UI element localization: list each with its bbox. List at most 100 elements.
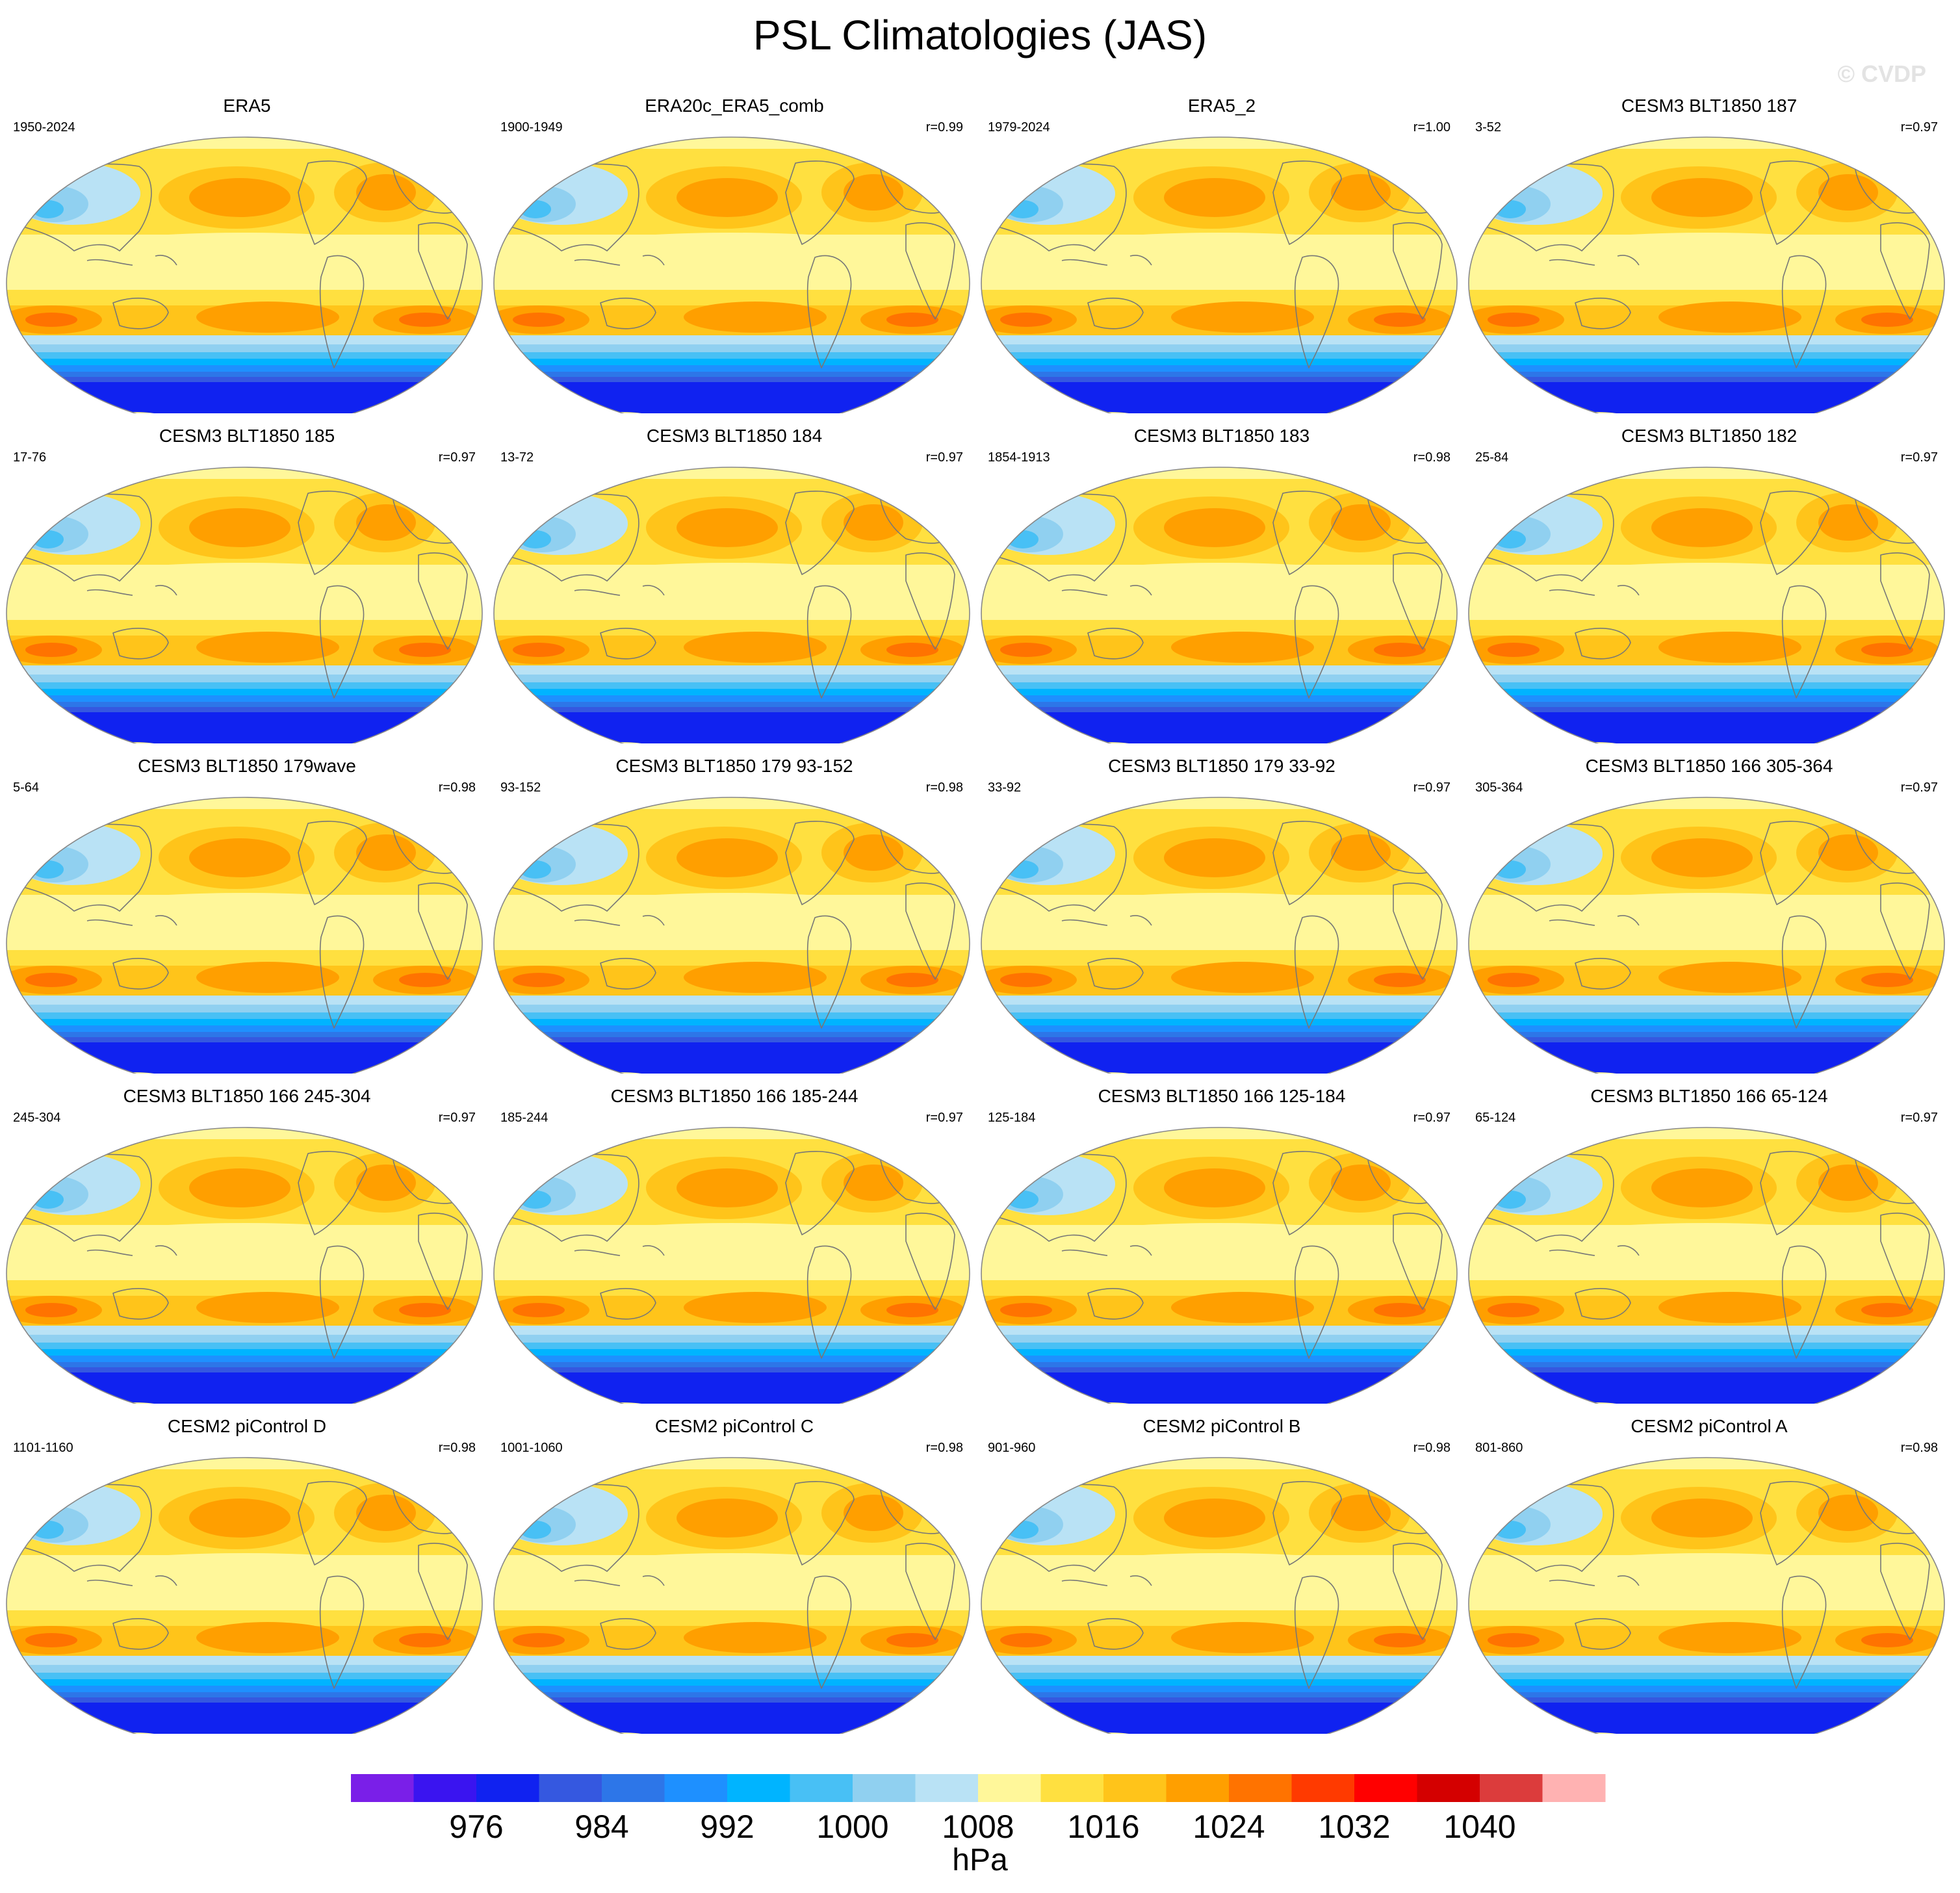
panel-title: ERA5 xyxy=(223,96,271,116)
map-panel: CESM3 BLT1850 184 13-72 r=0.97 xyxy=(490,425,979,743)
panel-years: 17-76 xyxy=(13,450,47,465)
panel-pattern-correlation: r=0.97 xyxy=(1900,450,1938,465)
psl-map xyxy=(1468,136,1945,413)
colorbar-box xyxy=(1229,1774,1292,1802)
map-panel: ERA5_2 1979-2024 r=1.00 xyxy=(977,95,1466,413)
map-panel: CESM3 BLT1850 166 305-364 305-364 r=0.97 xyxy=(1465,755,1954,1074)
panel-pattern-correlation: r=0.97 xyxy=(1413,780,1451,795)
colorbar-box xyxy=(978,1774,1041,1802)
panel-years: 185-244 xyxy=(500,1111,548,1125)
psl-field xyxy=(1469,137,1944,413)
panel-pattern-correlation: r=0.97 xyxy=(925,1111,963,1125)
colorbar-box xyxy=(1417,1774,1480,1802)
panel-pattern-correlation: r=0.99 xyxy=(925,120,963,135)
colorbar-box xyxy=(602,1774,665,1802)
panel-title: CESM3 BLT1850 166 185-244 xyxy=(610,1086,858,1106)
psl-field xyxy=(494,1127,970,1404)
psl-map xyxy=(6,797,483,1074)
panel-pattern-correlation: r=0.97 xyxy=(1900,120,1938,135)
colorbar-box xyxy=(413,1774,477,1802)
panel-years: 245-304 xyxy=(13,1111,61,1125)
colorbar-box xyxy=(664,1774,728,1802)
psl-map xyxy=(1468,467,1945,743)
psl-map xyxy=(981,1457,1458,1734)
colorbar-box xyxy=(1166,1774,1230,1802)
map-panel: CESM3 BLT1850 179 93-152 93-152 r=0.98 xyxy=(490,755,979,1074)
colorbar-box xyxy=(1291,1774,1355,1802)
panel-years: 1101-1160 xyxy=(13,1441,73,1455)
panel-pattern-correlation: r=0.97 xyxy=(1900,780,1938,795)
panel-title: CESM3 BLT1850 179 93-152 xyxy=(615,756,853,776)
map-panel: CESM3 BLT1850 166 185-244 185-244 r=0.97 xyxy=(490,1085,979,1404)
psl-map xyxy=(6,1127,483,1404)
panel-title: CESM2 piControl D xyxy=(167,1416,327,1436)
panel-pattern-correlation: r=0.97 xyxy=(438,1111,476,1125)
colorbar-box xyxy=(1040,1774,1104,1802)
colorbar-tick-label: 1040 xyxy=(1443,1809,1515,1845)
panel-pattern-correlation: r=0.98 xyxy=(925,1441,963,1455)
colorbar-box xyxy=(476,1774,539,1802)
map-panel: CESM3 BLT1850 185 17-76 r=0.97 xyxy=(3,425,491,743)
psl-map xyxy=(493,136,970,413)
panel-years: 25-84 xyxy=(1475,450,1509,465)
panel-years: 33-92 xyxy=(988,780,1022,795)
map-panel: CESM3 BLT1850 179wave 5-64 r=0.98 xyxy=(3,755,491,1074)
panel-years: 13-72 xyxy=(500,450,534,465)
map-panel: CESM3 BLT1850 166 245-304 245-304 r=0.97 xyxy=(3,1085,491,1404)
panel-years: 5-64 xyxy=(13,780,40,795)
panel-title: CESM3 BLT1850 179 33-92 xyxy=(1108,756,1335,776)
panel-pattern-correlation: r=0.98 xyxy=(438,780,476,795)
panel-title: CESM3 BLT1850 179wave xyxy=(138,756,356,776)
psl-map xyxy=(6,136,483,413)
map-panel: CESM2 piControl D 1101-1160 r=0.98 xyxy=(3,1415,491,1734)
map-panel: CESM2 piControl C 1001-1060 r=0.98 xyxy=(490,1415,979,1734)
psl-map xyxy=(981,136,1458,413)
colorbar-box xyxy=(1103,1774,1167,1802)
panel-title: CESM3 BLT1850 166 245-304 xyxy=(123,1086,371,1106)
psl-map xyxy=(1468,1127,1945,1404)
panel-pattern-correlation: r=0.98 xyxy=(438,1441,476,1455)
map-panel: CESM2 piControl A 801-860 r=0.98 xyxy=(1465,1415,1954,1734)
map-panel: CESM3 BLT1850 166 65-124 65-124 r=0.97 xyxy=(1465,1085,1954,1404)
psl-map xyxy=(981,797,1458,1074)
panel-title: CESM3 BLT1850 185 xyxy=(159,426,335,446)
panel-years: 1950-2024 xyxy=(13,120,75,135)
colorbar-tick-label: 1032 xyxy=(1318,1809,1390,1845)
panel-title: CESM3 BLT1850 187 xyxy=(1621,96,1798,116)
panel-years: 93-152 xyxy=(500,780,541,795)
psl-map xyxy=(6,467,483,743)
colorbar-tick-label: 1008 xyxy=(942,1809,1014,1845)
colorbar-box xyxy=(351,1774,414,1802)
psl-map xyxy=(493,797,970,1074)
panel-years: 305-364 xyxy=(1475,780,1523,795)
psl-map xyxy=(981,467,1458,743)
panel-pattern-correlation: r=0.97 xyxy=(1900,1111,1938,1125)
panel-years: 1900-1949 xyxy=(500,120,563,135)
map-panel: CESM3 BLT1850 183 1854-1913 r=0.98 xyxy=(977,425,1466,743)
colorbar-box xyxy=(790,1774,853,1802)
panel-years: 3-52 xyxy=(1475,120,1502,135)
panel-years: 1854-1913 xyxy=(988,450,1050,465)
colorbar-box xyxy=(915,1774,979,1802)
psl-field xyxy=(6,137,482,413)
psl-map xyxy=(493,467,970,743)
psl-field xyxy=(1469,1458,1944,1734)
panel-title: CESM3 BLT1850 166 65-124 xyxy=(1590,1086,1828,1106)
psl-map xyxy=(493,1127,970,1404)
psl-field xyxy=(494,797,970,1074)
panel-pattern-correlation: r=0.97 xyxy=(1413,1111,1451,1125)
colorbar-tick-label: 1016 xyxy=(1067,1809,1139,1845)
panel-pattern-correlation: r=0.98 xyxy=(1900,1441,1938,1455)
panel-pattern-correlation: r=0.97 xyxy=(925,450,963,465)
psl-field xyxy=(981,797,1457,1074)
panel-years: 65-124 xyxy=(1475,1111,1516,1125)
panel-title: CESM3 BLT1850 182 xyxy=(1621,426,1798,446)
panel-years: 125-184 xyxy=(988,1111,1036,1125)
panel-title: CESM2 piControl A xyxy=(1631,1416,1788,1436)
panel-title: CESM3 BLT1850 183 xyxy=(1133,426,1310,446)
panel-years: 901-960 xyxy=(988,1441,1036,1455)
cvdp-watermark: © CVDP xyxy=(1837,60,1926,87)
figure-title: PSL Climatologies (JAS) xyxy=(753,12,1207,58)
map-panel: CESM3 BLT1850 166 125-184 125-184 r=0.97 xyxy=(977,1085,1466,1404)
colorbar-box xyxy=(539,1774,602,1802)
